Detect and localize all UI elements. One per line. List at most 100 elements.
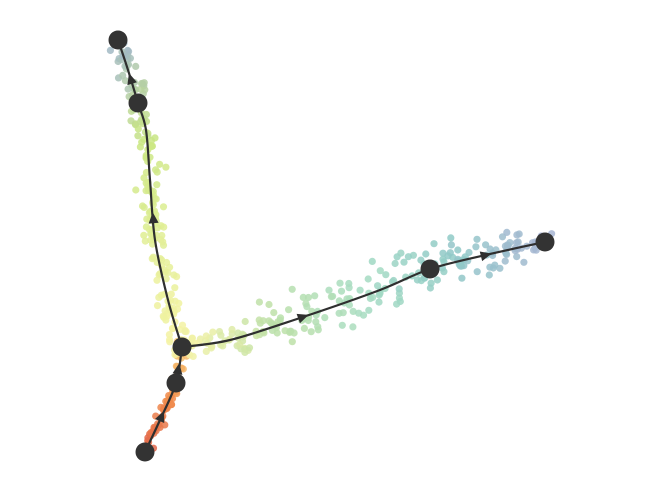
cell-point <box>498 233 507 241</box>
milestone-branch-point <box>172 337 192 357</box>
cell-point <box>127 117 135 125</box>
cell-point <box>178 321 187 329</box>
cell-point <box>404 253 412 261</box>
cell-point <box>501 242 509 250</box>
cell-point <box>285 306 293 314</box>
cell-point <box>299 293 307 301</box>
cell-point <box>300 324 308 332</box>
cell-point <box>458 274 466 282</box>
cell-point <box>430 240 438 248</box>
milestone-top-end <box>108 30 128 50</box>
cell-point <box>136 118 144 126</box>
cell-point <box>472 243 480 251</box>
cell-point <box>365 306 373 314</box>
cell-point <box>159 238 167 246</box>
cell-point <box>417 256 425 264</box>
cell-point <box>142 110 150 119</box>
cell-point <box>364 275 372 283</box>
cell-point <box>219 342 227 350</box>
cell-point <box>137 79 146 88</box>
cell-point <box>345 284 353 292</box>
milestone-b <box>128 93 148 113</box>
direction-arrow-icon <box>127 73 137 86</box>
cell-point <box>501 257 509 265</box>
cell-point <box>349 323 357 331</box>
cell-point <box>339 309 347 317</box>
cell-point <box>321 314 329 322</box>
cell-point <box>513 231 521 239</box>
cell-point <box>162 163 170 171</box>
direction-arrow-icon <box>296 313 309 324</box>
cell-point <box>288 338 296 346</box>
cell-point <box>106 46 114 55</box>
cell-point <box>149 253 157 261</box>
cell-point <box>375 298 383 306</box>
edge-start-to-hub <box>143 345 184 454</box>
cell-point <box>162 275 170 283</box>
cell-point <box>395 285 403 293</box>
cell-point <box>491 261 499 269</box>
cell-point <box>255 298 263 306</box>
cell-point <box>138 202 147 210</box>
milestones-layer <box>108 30 555 462</box>
cell-point <box>148 142 156 151</box>
cell-point <box>181 327 189 335</box>
cell-point <box>153 302 162 310</box>
cell-point <box>119 71 127 79</box>
cell-point <box>426 284 434 292</box>
cell-point <box>413 276 421 284</box>
cell-point <box>482 241 490 249</box>
cell-point <box>168 400 176 409</box>
cell-point <box>151 134 159 142</box>
cell-point <box>154 224 162 232</box>
cell-point <box>236 340 244 349</box>
cell-point <box>142 168 150 177</box>
cell-point <box>345 301 353 309</box>
cell-point <box>374 282 382 290</box>
cell-point <box>349 307 357 315</box>
cell-point <box>255 316 263 324</box>
cell-point <box>338 321 346 329</box>
cell-point <box>288 285 296 293</box>
cell-point <box>270 309 278 317</box>
cell-point <box>303 303 311 311</box>
cell-point <box>168 324 177 332</box>
cell-point <box>335 297 343 305</box>
cell-point <box>304 293 312 302</box>
cell-point <box>290 329 298 337</box>
edge-hub-to-top <box>116 38 184 349</box>
cell-point <box>440 268 448 276</box>
cell-point <box>124 85 132 93</box>
cell-point <box>397 249 405 257</box>
cell-point <box>393 300 401 308</box>
cell-point <box>473 235 481 243</box>
cell-point <box>265 300 273 309</box>
cell-point <box>390 276 398 285</box>
cell-point <box>152 166 160 174</box>
cell-point <box>142 187 150 195</box>
cell-point <box>136 143 144 151</box>
cell-point <box>159 203 168 211</box>
cell-point <box>327 293 335 301</box>
cell-point <box>473 268 481 276</box>
milestone-right-end <box>535 232 555 252</box>
milestone-start <box>135 442 155 462</box>
cell-point <box>160 313 168 321</box>
cell-point <box>447 234 455 242</box>
cell-point <box>376 267 384 275</box>
cell-point <box>325 286 333 294</box>
cell-point <box>391 259 399 268</box>
cell-point <box>520 258 528 266</box>
cell-point <box>314 326 322 334</box>
cell-point <box>156 160 164 168</box>
cell-point <box>485 271 493 279</box>
cell-point <box>166 336 174 344</box>
cell-point <box>356 286 364 294</box>
direction-arrow-icon <box>172 363 183 375</box>
cell-point <box>513 253 521 261</box>
cell-point <box>160 223 168 231</box>
cell-point <box>167 290 175 298</box>
cell-point <box>140 231 148 239</box>
cell-point <box>382 271 390 279</box>
